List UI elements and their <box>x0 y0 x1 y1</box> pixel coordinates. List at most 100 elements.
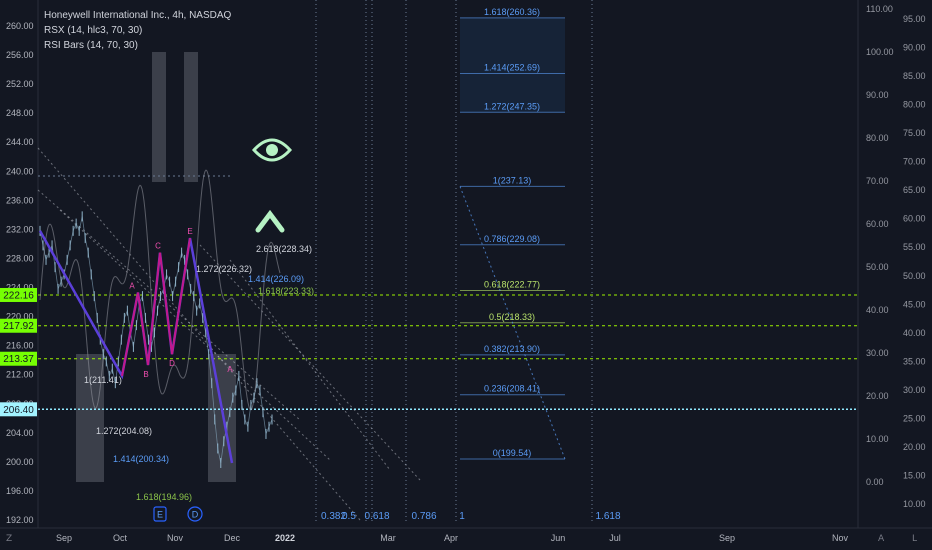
price-tick: 200.00 <box>6 457 34 467</box>
price-label-text: 206.40 <box>3 405 34 416</box>
fib-level-label: 0.618(222.77) <box>484 280 540 290</box>
indicator-rsx[interactable]: RSX (14, hlc3, 70, 30) <box>44 25 143 36</box>
time-tick: Oct <box>113 533 128 543</box>
extension-label: 1.272(226.32) <box>196 264 252 274</box>
channel-line <box>199 244 421 481</box>
fib-zone <box>460 17 565 113</box>
price-label-box <box>0 318 37 333</box>
wave-zigzag-magenta <box>121 237 191 377</box>
eye-icon <box>251 138 293 162</box>
rsi-bar-block <box>76 354 104 482</box>
time-tick: 2022 <box>275 533 295 543</box>
fib-level-label: 0.236(208.41) <box>484 384 540 394</box>
rsi-tick: 40.00 <box>866 305 889 315</box>
wave-label: A <box>129 282 135 291</box>
price-tick: 256.00 <box>6 50 34 60</box>
rsi-tick: 10.00 <box>866 434 889 444</box>
rsx-oscillator <box>39 169 281 411</box>
wave-label: D <box>169 359 175 368</box>
rsi-tick: 60.00 <box>866 219 889 229</box>
wave-label: E <box>187 227 192 236</box>
rsi-bar-block <box>184 52 198 182</box>
event-marker-label: E <box>157 510 163 520</box>
price-label-text: 217.92 <box>3 321 34 332</box>
rsibars-tick: 85.00 <box>903 71 926 81</box>
time-fib-label: 0.618 <box>364 511 389 522</box>
rsibars-tick: 30.00 <box>903 385 926 395</box>
rsi-tick: 30.00 <box>866 348 889 358</box>
time-fib-label: 0.786 <box>411 511 436 522</box>
fib-level-label: 1.618(260.36) <box>484 7 540 17</box>
fib-level-label: 0.786(229.08) <box>484 234 540 244</box>
time-tick: Jul <box>609 533 621 543</box>
rsibars-tick: 55.00 <box>903 242 926 252</box>
price-tick: 228.00 <box>6 253 34 263</box>
rsi-tick: 110.00 <box>866 4 893 14</box>
price-tick: 244.00 <box>6 137 34 147</box>
channel-line <box>229 259 391 471</box>
log-scale-button[interactable]: L <box>912 534 918 544</box>
price-tick: 252.00 <box>6 79 34 89</box>
rsibars-tick: 80.00 <box>903 100 926 110</box>
wave-label: B <box>143 370 148 379</box>
time-fib-label: 0.5 <box>342 511 356 522</box>
rsi-tick: 50.00 <box>866 262 889 272</box>
extension-label: 1(211.41) <box>84 375 122 385</box>
rsibars-tick: 10.00 <box>903 499 926 509</box>
time-fib-label: 0.382 <box>321 511 346 522</box>
extension-label: 1.414(200.34) <box>113 454 169 464</box>
symbol-title[interactable]: Honeywell International Inc., 4h, NASDAQ <box>44 10 232 21</box>
channel-line <box>59 209 331 461</box>
fib-level-label: 0.5(218.33) <box>489 312 535 322</box>
timezone-button[interactable]: Z <box>6 534 13 544</box>
time-tick: Mar <box>380 533 396 543</box>
rsibars-tick: 40.00 <box>903 328 926 338</box>
rsibars-tick: 95.00 <box>903 14 926 24</box>
time-fib-label: 1 <box>459 511 465 522</box>
rsi-tick: 80.00 <box>866 133 889 143</box>
time-tick: Jun <box>551 533 566 543</box>
time-tick: Sep <box>719 533 735 543</box>
time-tick: Nov <box>832 533 849 543</box>
rsibars-tick: 60.00 <box>903 214 926 224</box>
auto-scale-button[interactable]: A <box>878 534 885 544</box>
price-tick: 220.00 <box>6 312 34 322</box>
price-line <box>39 216 273 464</box>
rsi-tick: 70.00 <box>866 176 889 186</box>
indicator-rsi-bars[interactable]: RSI Bars (14, 70, 30) <box>44 40 138 51</box>
chevron-up-icon <box>255 209 285 233</box>
rsibars-tick: 20.00 <box>903 442 926 452</box>
price-label-box <box>0 287 37 302</box>
rsi-tick: 0.00 <box>866 477 884 487</box>
earnings-marker <box>153 506 167 522</box>
time-tick: Nov <box>167 533 184 543</box>
rsibars-tick: 65.00 <box>903 185 926 195</box>
price-tick: 240.00 <box>6 166 34 176</box>
fib-level-label: 0.382(213.90) <box>484 344 540 354</box>
fib-level-label: 1.414(252.69) <box>484 63 540 73</box>
rsibars-tick: 35.00 <box>903 356 926 366</box>
extension-label: 2.618(228.34) <box>256 244 312 254</box>
rsibars-tick: 50.00 <box>903 271 926 281</box>
price-tick: 212.00 <box>6 370 34 380</box>
price-label-box <box>0 351 37 366</box>
rsibars-tick: 75.00 <box>903 128 926 138</box>
price-tick: 224.00 <box>6 283 34 293</box>
extension-label: 1.272(204.08) <box>96 426 152 436</box>
rsibars-tick: 25.00 <box>903 413 926 423</box>
time-tick: Dec <box>224 533 241 543</box>
price-tick: 232.00 <box>6 224 34 234</box>
extension-label: 1.618(223.33) <box>258 286 314 296</box>
rsibars-tick: 15.00 <box>903 470 926 480</box>
fib-trend-line <box>459 186 566 460</box>
fib-level-label: 0(199.54) <box>493 448 532 458</box>
price-tick: 216.00 <box>6 341 34 351</box>
price-label-box <box>0 402 37 417</box>
chart-legend: Honeywell International Inc., 4h, NASDAQ… <box>44 8 231 53</box>
price-tick: 248.00 <box>6 108 34 118</box>
price-tick: 196.00 <box>6 486 34 496</box>
wave-label: C <box>155 242 161 251</box>
dividend-marker <box>187 506 203 522</box>
time-tick: Apr <box>444 533 458 543</box>
